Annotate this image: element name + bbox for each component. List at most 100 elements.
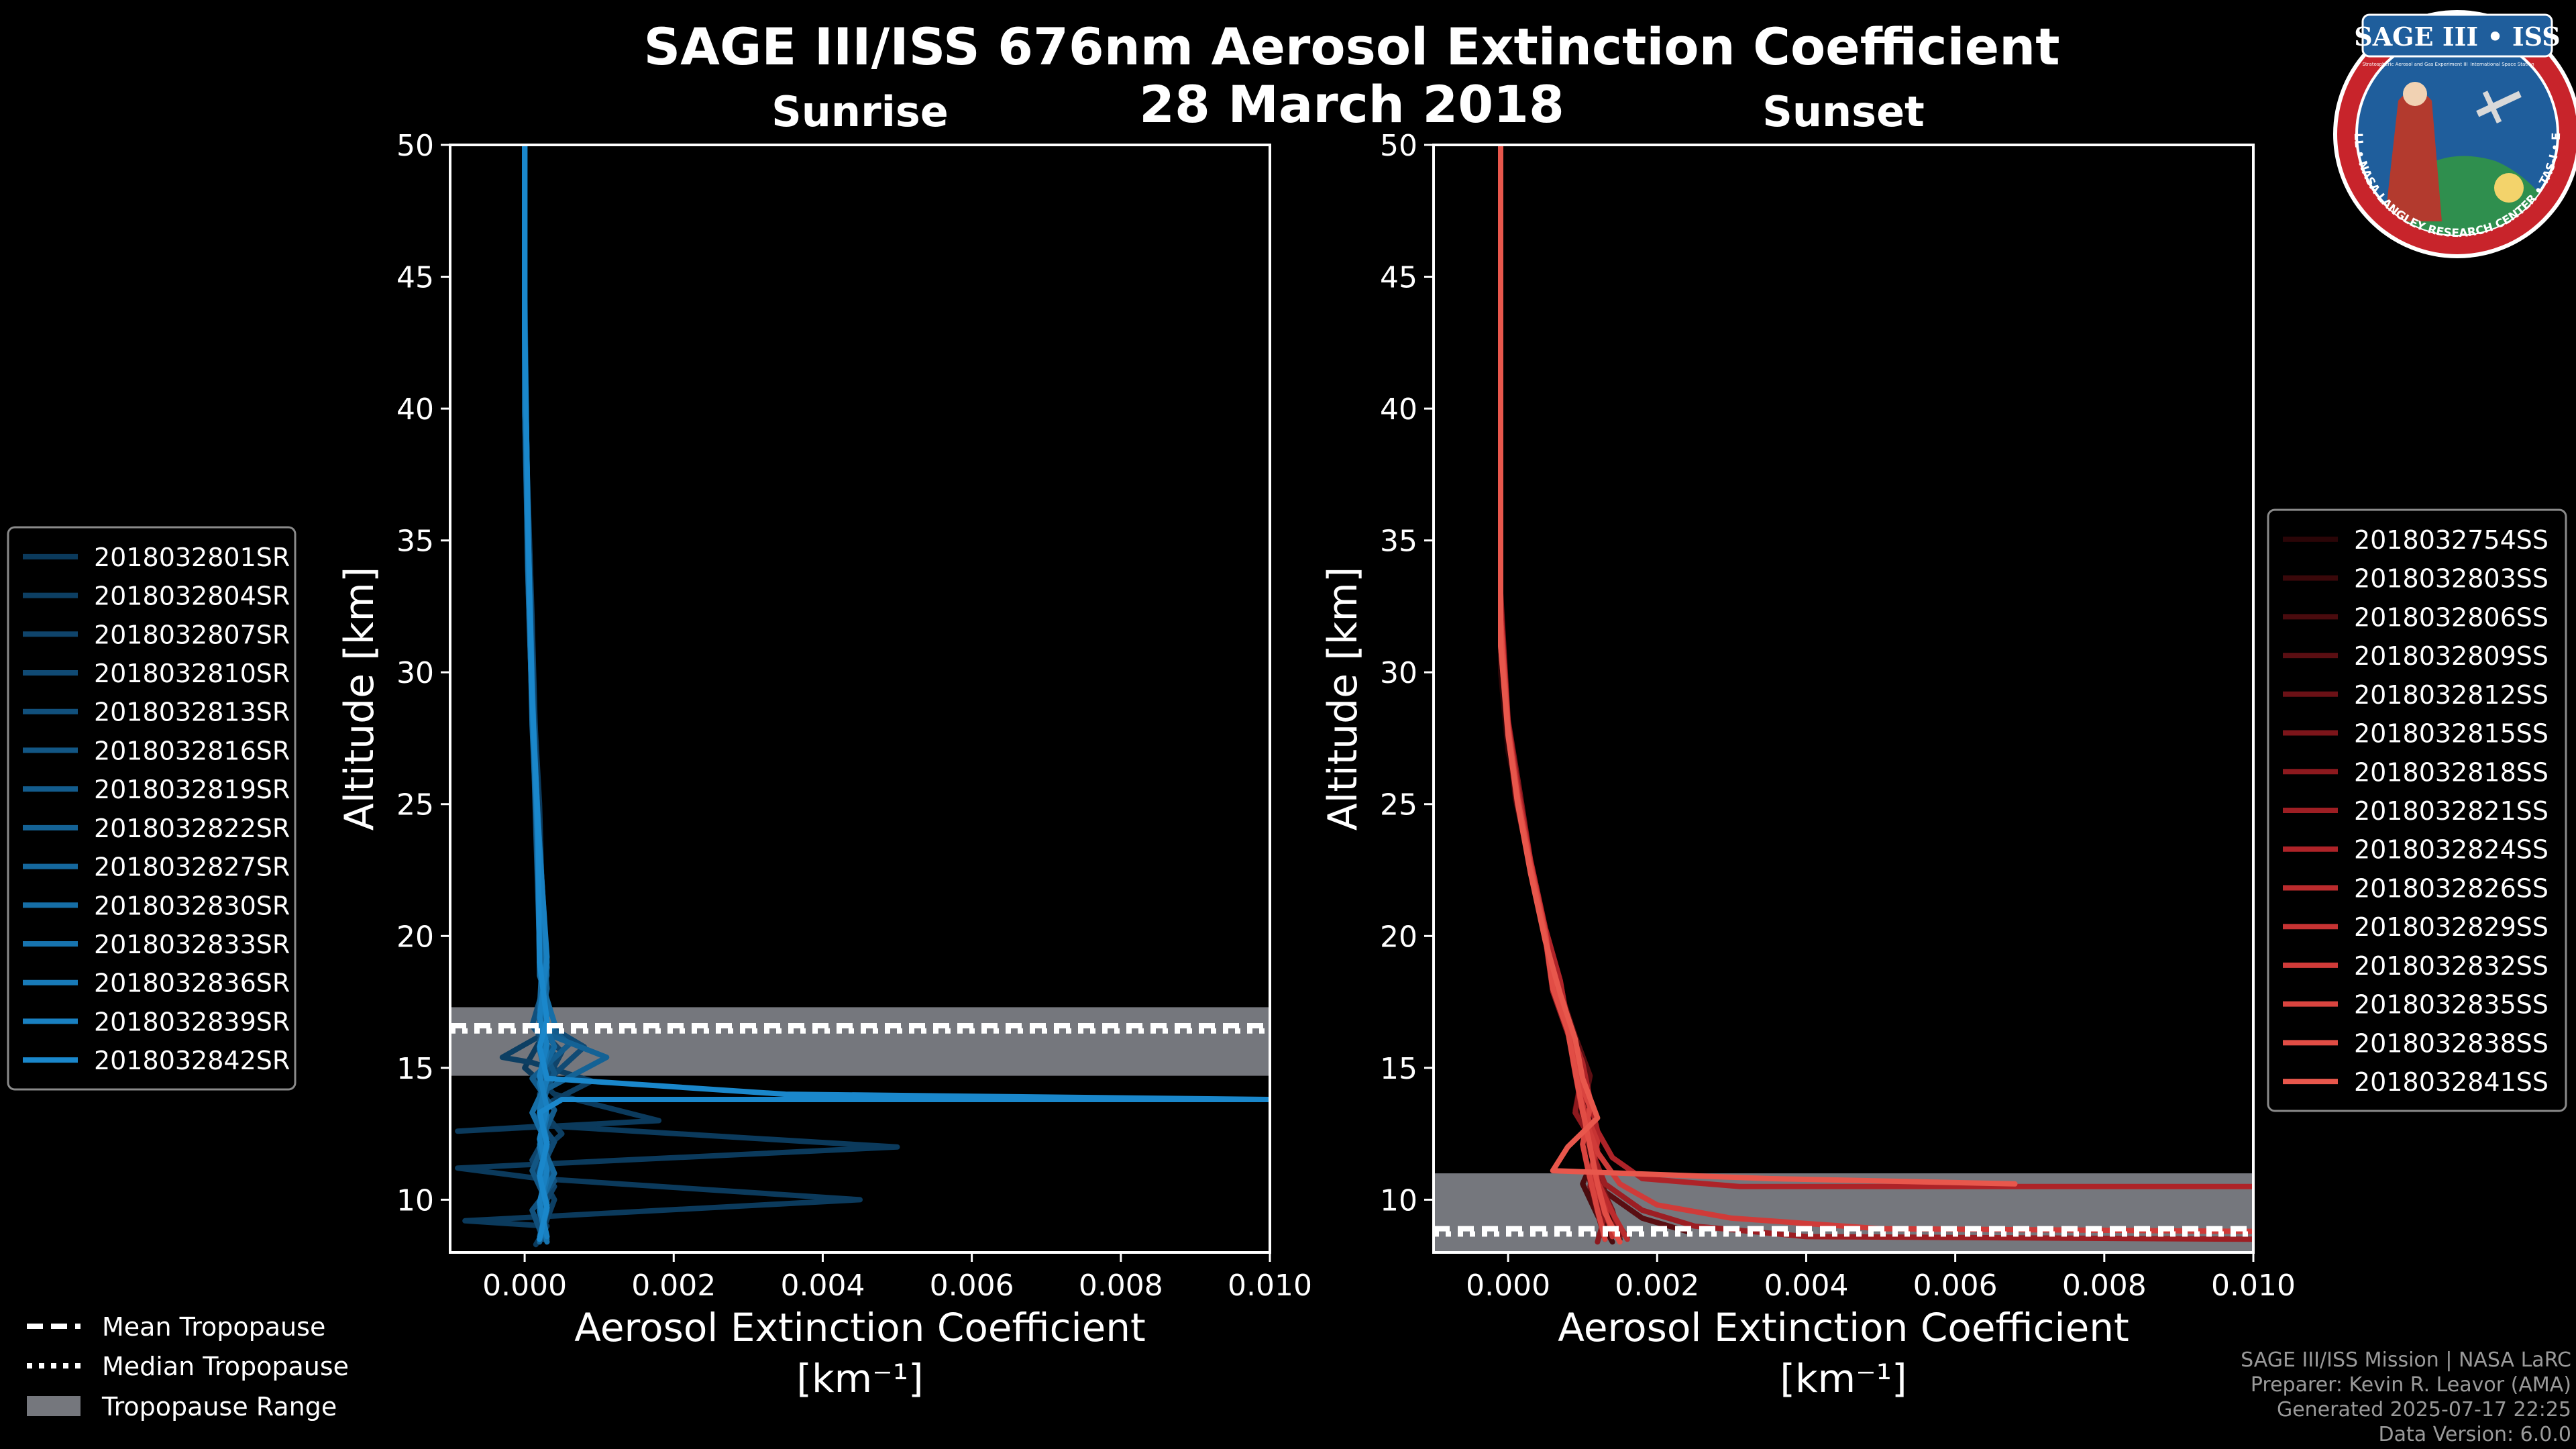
sunset-y-tick-label: 45 <box>1380 261 1417 295</box>
sunrise-y-tick-label: 45 <box>396 261 434 295</box>
sunset-legend-box <box>2267 508 2567 1112</box>
legend-label-2018032754SS: 2018032754SS <box>2354 525 2548 555</box>
logo-name-text: SAGE III • ISS <box>2354 21 2560 52</box>
sunrise-x-tick-label: 0.006 <box>930 1269 1014 1303</box>
legend-label-2018032841SS: 2018032841SS <box>2354 1067 2548 1097</box>
legend-label-2018032804SR: 2018032804SR <box>94 582 290 611</box>
sunset-y-axis-label: Altitude [km] <box>1320 567 1366 831</box>
legend-label-2018032810SR: 2018032810SR <box>94 659 290 688</box>
sunset-x-tick-label: 0.008 <box>2062 1269 2147 1303</box>
legend-label-2018032842SR: 2018032842SR <box>94 1046 290 1075</box>
sunrise-x-tick-label: 0.000 <box>482 1269 567 1303</box>
sunset-x-axis-label: Aerosol Extinction Coefficient <box>1558 1305 2129 1350</box>
sunrise-legend-box <box>7 526 297 1091</box>
credits-block: SAGE III/ISS Mission | NASA LaRC Prepare… <box>2241 1348 2571 1446</box>
sunset-y-tick-label: 10 <box>1380 1183 1417 1218</box>
sunrise-y-tick-label: 30 <box>396 656 434 690</box>
mean-tropopause-label: Mean Tropopause <box>102 1312 325 1342</box>
sunset-x-tick-label: 0.006 <box>1913 1269 1998 1303</box>
legend-label-2018032833SR: 2018032833SR <box>94 930 290 959</box>
sunrise-x-tick-label: 0.008 <box>1079 1269 1163 1303</box>
sunrise-y-axis-label: Altitude [km] <box>336 567 383 831</box>
sunrise-y-tick-label: 40 <box>396 392 434 427</box>
legend-label-2018032839SR: 2018032839SR <box>94 1007 290 1036</box>
sunrise-y-tick-label: 25 <box>396 788 434 822</box>
credits-line3: Generated 2025-07-17 22:25 <box>2277 1398 2571 1421</box>
legend-label-2018032812SS: 2018032812SS <box>2354 680 2548 710</box>
sunrise-tropopause-range-band <box>450 1007 1270 1076</box>
figure-title-line1: SAGE III/ISS 676nm Aerosol Extinction Co… <box>643 17 2059 76</box>
credits-line4: Data Version: 6.0.0 <box>2379 1423 2571 1446</box>
sunset-axes-frame <box>1432 144 2255 1254</box>
legend-label-2018032821SS: 2018032821SS <box>2354 796 2548 826</box>
sunset-x-tick-label: 0.002 <box>1615 1269 1699 1303</box>
sunset-y-tick-label: 25 <box>1380 788 1417 822</box>
tropopause-legend: Mean Tropopause Median Tropopause Tropop… <box>27 1312 349 1421</box>
sunset-x-axis-units: [km⁻¹] <box>1780 1356 1907 1401</box>
legend-label-2018032824SS: 2018032824SS <box>2354 835 2548 865</box>
legend-label-2018032832SS: 2018032832SS <box>2354 951 2548 981</box>
legend-label-2018032816SR: 2018032816SR <box>94 736 290 765</box>
legend-label-2018032803SS: 2018032803SS <box>2354 564 2548 594</box>
sunset-y-tick-label: 40 <box>1380 392 1417 427</box>
legend-label-2018032818SS: 2018032818SS <box>2354 757 2548 787</box>
sunset-y-tick-label: 20 <box>1380 920 1417 954</box>
figure-title-line2: 28 March 2018 <box>1139 74 1564 134</box>
tropopause-range-swatch <box>27 1396 80 1416</box>
sunrise-y-tick-label: 35 <box>396 525 434 559</box>
sunrise-series-group <box>455 145 1270 1248</box>
legend-label-2018032826SS: 2018032826SS <box>2354 873 2548 903</box>
sunrise-x-axis-label: Aerosol Extinction Coefficient <box>574 1305 1146 1350</box>
series-line-2018032842SR <box>522 145 1270 1242</box>
sunset-y-tick-label: 30 <box>1380 656 1417 690</box>
sunrise-y-tick-label: 50 <box>396 129 434 163</box>
legend-label-2018032838SS: 2018032838SS <box>2354 1028 2548 1058</box>
legend-label-2018032827SR: 2018032827SR <box>94 853 290 882</box>
sunrise-y-tick-label: 10 <box>396 1183 434 1218</box>
logo-subtitle-right: International Space Station <box>2470 62 2534 67</box>
sunrise-x-tick-label: 0.010 <box>1228 1269 1312 1303</box>
sunrise-legend: 2018032801SR 2018032804SR 2018032807SR 2018… <box>7 526 297 1091</box>
legend-label-2018032835SS: 2018032835SS <box>2354 990 2548 1020</box>
legend-label-2018032809SS: 2018032809SS <box>2354 641 2548 671</box>
sunset-y-tick-label: 35 <box>1380 525 1417 559</box>
legend-label-2018032806SS: 2018032806SS <box>2354 602 2548 632</box>
median-tropopause-label: Median Tropopause <box>102 1352 349 1381</box>
sunset-series-group <box>1498 145 2253 1245</box>
series-line-2018032841SS <box>1498 145 2018 1187</box>
sunset-x-tick-label: 0.004 <box>1764 1269 1848 1303</box>
legend-label-2018032815SS: 2018032815SS <box>2354 719 2548 749</box>
credits-line1: SAGE III/ISS Mission | NASA LaRC <box>2241 1348 2571 1372</box>
sunrise-x-axis-units: [km⁻¹] <box>796 1356 923 1401</box>
sunset-x-tick-label: 0.000 <box>1466 1269 1550 1303</box>
sunrise-panel: 0.000 0.002 0.004 0.006 0.008 0.010 10 15 20 25 30… <box>336 87 1312 1401</box>
sunrise-y-tick-label: 15 <box>396 1052 434 1086</box>
logo-moon-icon <box>2494 173 2524 203</box>
legend-label-2018032807SR: 2018032807SR <box>94 620 290 649</box>
legend-label-2018032829SS: 2018032829SS <box>2354 912 2548 942</box>
sunset-panel: 0.000 0.002 0.004 0.006 0.008 0.010 10 15 20 25 30… <box>1320 87 2296 1401</box>
sunrise-y-tick-label: 20 <box>396 920 434 954</box>
sunset-y-tick-label: 50 <box>1380 129 1417 163</box>
legend-label-2018032822SR: 2018032822SR <box>94 814 290 843</box>
legend-label-2018032819SR: 2018032819SR <box>94 775 290 804</box>
sunset-y-tick-label: 15 <box>1380 1052 1417 1086</box>
logo-iss-icon <box>2476 91 2522 117</box>
sunset-x-tick-label: 0.010 <box>2211 1269 2296 1303</box>
legend-label-2018032830SR: 2018032830SR <box>94 891 290 920</box>
credits-line2: Preparer: Kevin R. Leavor (AMA) <box>2251 1373 2571 1397</box>
legend-label-2018032801SR: 2018032801SR <box>94 543 290 572</box>
sunrise-x-tick-label: 0.004 <box>780 1269 865 1303</box>
sunrise-x-tick-label: 0.002 <box>631 1269 716 1303</box>
tropopause-range-label: Tropopause Range <box>101 1392 337 1421</box>
logo-subtitle-left: Stratospheric Aerosol and Gas Experiment… <box>2362 62 2467 67</box>
legend-label-2018032836SR: 2018032836SR <box>94 969 290 998</box>
legend-label-2018032813SR: 2018032813SR <box>94 698 290 727</box>
sunset-legend: 2018032754SS 2018032803SS 2018032806SS 2018… <box>2267 508 2567 1112</box>
logo-scientist-figure <box>2385 91 2442 221</box>
sunrise-panel-title: Sunrise <box>771 87 949 136</box>
sunrise-axes-frame <box>449 144 1271 1254</box>
sunset-panel-title: Sunset <box>1762 87 1925 136</box>
logo-banner <box>2361 13 2553 58</box>
